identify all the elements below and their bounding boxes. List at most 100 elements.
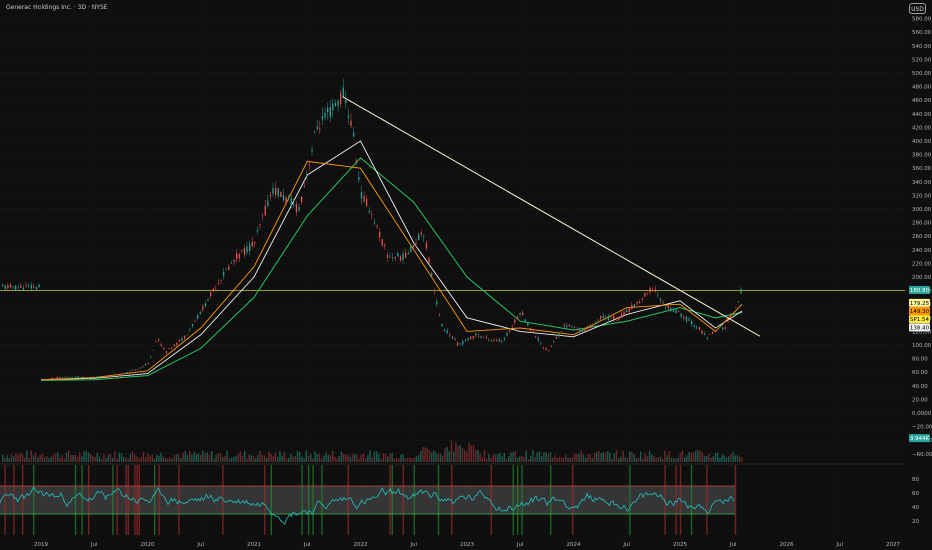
candle-body	[113, 375, 116, 377]
currency-button[interactable]: USD	[909, 3, 926, 14]
volume-bar	[565, 454, 567, 462]
candle-body	[537, 337, 539, 341]
candle-body	[230, 262, 233, 264]
candle-body	[238, 253, 240, 259]
volume-bar	[329, 455, 332, 462]
candle-body	[498, 339, 500, 342]
candle-body	[59, 377, 61, 379]
candle-body	[132, 369, 134, 371]
candle-body	[545, 348, 547, 350]
volume-bar	[552, 457, 554, 462]
candle-body	[355, 160, 357, 162]
candle-body	[724, 327, 727, 329]
candle-body	[740, 288, 742, 294]
candle-body	[171, 348, 173, 349]
rsi-tick-label: 40	[912, 505, 919, 511]
candle-body	[477, 336, 480, 337]
x-tick-label: Jul	[729, 542, 737, 548]
candle-body	[9, 284, 12, 288]
volume-bar	[457, 446, 459, 462]
volume-bar	[695, 450, 697, 462]
volume-bar	[182, 453, 184, 462]
volume-bar	[736, 455, 739, 462]
price-badge-label: 149.30	[910, 309, 930, 315]
volume-bar	[514, 450, 516, 462]
candle-body	[64, 377, 66, 378]
volume-bar	[631, 451, 633, 462]
volume-bar	[288, 457, 290, 462]
candle-body	[332, 103, 334, 111]
volume-bar	[679, 453, 681, 462]
candle-body	[558, 333, 560, 337]
rsi-overbought-marker	[347, 465, 349, 535]
volume-bar	[167, 458, 169, 462]
volume-bar	[578, 453, 580, 462]
x-tick-label: Jul	[196, 542, 204, 548]
candle-body	[467, 338, 469, 341]
volume-bar	[369, 450, 371, 462]
volume-bar	[347, 454, 349, 462]
candle-body	[134, 370, 136, 371]
rsi-overbought-marker	[178, 465, 180, 535]
volume-bar	[87, 452, 90, 462]
candle-body	[548, 350, 550, 352]
rsi-overbought-marker	[125, 465, 127, 535]
x-tick-label: Jul	[409, 542, 417, 548]
y-tick-label: 20.00	[912, 397, 928, 403]
volume-bar	[356, 454, 358, 462]
candle-body	[137, 368, 139, 370]
volume-bar	[24, 457, 26, 462]
candle-body	[28, 285, 30, 286]
volume-bar	[662, 458, 664, 462]
candle-body	[462, 341, 464, 345]
series-ma_slow	[40, 140, 743, 381]
candle-body	[563, 324, 565, 327]
candle-body	[267, 200, 269, 207]
volume-bar	[83, 451, 85, 462]
x-tick-label: 2024	[567, 542, 581, 548]
candle-body	[628, 307, 630, 313]
rsi-overbought-marker	[572, 465, 574, 535]
candle-body	[483, 337, 485, 338]
rsi-oversold-marker	[312, 465, 314, 535]
candle-body	[470, 336, 472, 340]
volume-bar	[142, 451, 145, 462]
candle-body	[576, 329, 578, 331]
volume-bar	[54, 453, 57, 462]
candle-body	[256, 230, 259, 232]
candle-body	[72, 377, 74, 379]
candle-body	[631, 305, 633, 310]
candle-body	[121, 375, 123, 376]
candle-body	[550, 345, 552, 347]
y-tick-label: −20.00	[912, 425, 932, 431]
volume-bar	[325, 452, 327, 462]
rsi-oversold-marker	[437, 465, 440, 535]
volume-bar	[283, 451, 285, 462]
candle-body	[389, 257, 391, 258]
volume-bar	[50, 456, 52, 462]
candle-body	[306, 173, 308, 175]
volume-bar	[35, 452, 37, 462]
volume-bar	[358, 458, 360, 462]
volume-bar	[136, 456, 138, 462]
volume-bar	[505, 458, 508, 462]
candle-body	[228, 266, 230, 271]
candle-body	[264, 205, 266, 216]
candle-body	[215, 288, 217, 290]
price-badge	[909, 315, 930, 324]
candle-body	[597, 319, 599, 321]
candle-body	[566, 325, 568, 327]
price-badge	[909, 323, 930, 332]
volume-bar	[327, 454, 329, 462]
candle-body	[693, 325, 695, 327]
price-badge-label: 179.25	[910, 301, 930, 307]
candle-body	[25, 285, 27, 287]
volume-bar	[296, 450, 299, 462]
volume-bar	[285, 458, 288, 462]
candle-body	[360, 192, 363, 199]
volume-bar	[57, 452, 59, 462]
candle-body	[194, 320, 196, 322]
candle-body	[168, 347, 170, 349]
volume-bar	[274, 452, 277, 462]
